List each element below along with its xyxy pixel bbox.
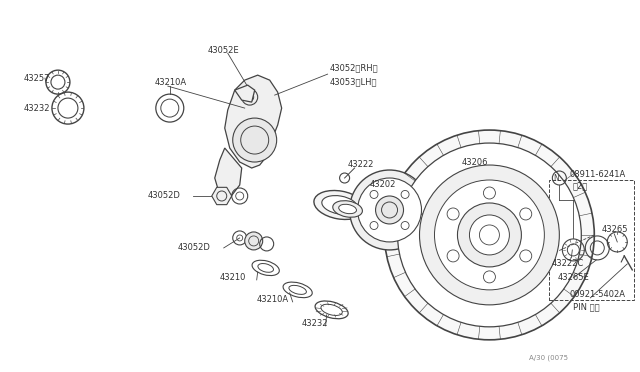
Circle shape: [358, 178, 422, 242]
Polygon shape: [212, 187, 232, 205]
Text: 43053〈LH〉: 43053〈LH〉: [330, 78, 377, 87]
Text: 43257: 43257: [24, 74, 51, 83]
Text: N: N: [554, 173, 559, 183]
Circle shape: [233, 118, 276, 162]
Text: （2）: （2）: [572, 182, 588, 190]
Text: 43052D: 43052D: [178, 243, 211, 253]
Text: A/30 (0075: A/30 (0075: [529, 355, 568, 361]
Text: 43222C: 43222C: [551, 259, 584, 269]
Ellipse shape: [314, 190, 365, 219]
Text: PIN ピン: PIN ピン: [573, 302, 600, 311]
Polygon shape: [215, 148, 242, 198]
Text: 43052D: 43052D: [148, 192, 180, 201]
Text: 43232: 43232: [24, 103, 51, 113]
Text: 43210A: 43210A: [155, 78, 187, 87]
Circle shape: [376, 196, 404, 224]
Polygon shape: [225, 75, 282, 168]
Text: 43202: 43202: [369, 180, 396, 189]
Ellipse shape: [333, 201, 362, 217]
Text: 43052E: 43052E: [208, 46, 239, 55]
Text: 43052〈RH〉: 43052〈RH〉: [330, 64, 378, 73]
Circle shape: [470, 215, 509, 255]
Text: 08911-6241A: 08911-6241A: [570, 170, 625, 179]
Text: 43232: 43232: [301, 319, 328, 328]
Ellipse shape: [339, 204, 356, 214]
Text: 43210: 43210: [220, 273, 246, 282]
Text: 43222: 43222: [348, 160, 374, 169]
Text: 43265: 43265: [602, 225, 628, 234]
Ellipse shape: [322, 196, 357, 214]
Text: 43210A: 43210A: [257, 295, 289, 304]
Circle shape: [435, 180, 545, 290]
Bar: [549, 180, 634, 300]
Circle shape: [419, 165, 559, 305]
Circle shape: [397, 143, 581, 327]
Text: 00921-5402A: 00921-5402A: [570, 291, 625, 299]
Circle shape: [385, 130, 595, 340]
Circle shape: [458, 203, 522, 267]
Circle shape: [244, 232, 262, 250]
Polygon shape: [235, 85, 255, 102]
Text: 43265E: 43265E: [557, 273, 589, 282]
Text: 43206: 43206: [461, 157, 488, 167]
Circle shape: [349, 170, 429, 250]
